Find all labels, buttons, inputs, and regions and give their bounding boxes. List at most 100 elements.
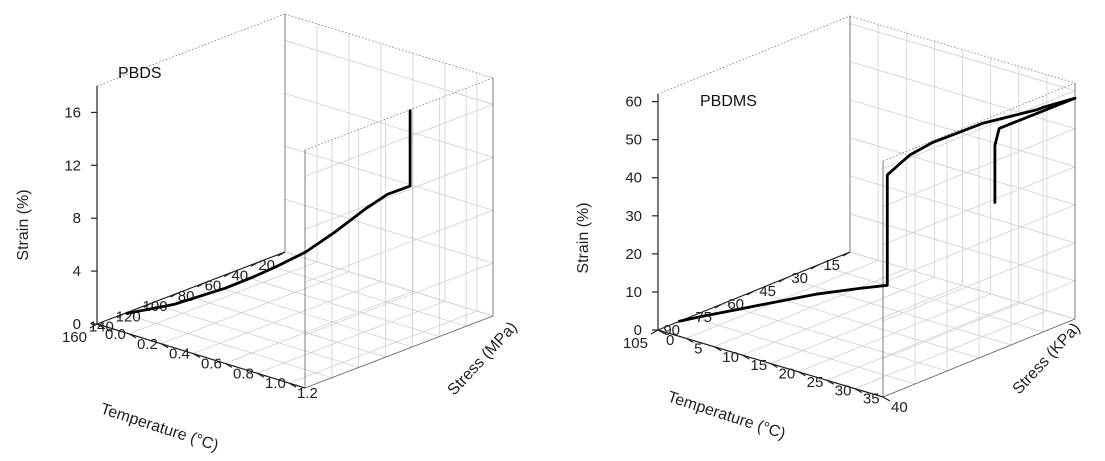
floor-gridline-y: [826, 301, 1019, 381]
wall-gridline-z: [284, 145, 494, 211]
wall-gridline-z: [849, 137, 1076, 206]
box-edge: [304, 315, 494, 389]
y-tick: [854, 388, 863, 394]
wall-gridline-z: [304, 104, 494, 177]
z-tick-label: 0: [73, 316, 81, 333]
x-tick-label: 140: [89, 319, 114, 336]
floor-gridline-y: [798, 293, 991, 373]
x-tick: [746, 290, 755, 296]
y-tick-label: 15: [750, 357, 767, 374]
floor-gridline-y: [256, 300, 446, 374]
y-tick: [224, 362, 233, 368]
x-tick: [89, 323, 98, 329]
y-tick: [128, 333, 137, 339]
x-tick: [197, 282, 205, 288]
y-tick: [685, 337, 694, 343]
x-tick: [223, 272, 232, 278]
z-tick-label: 4: [73, 263, 81, 280]
x-tick-label: 45: [759, 283, 776, 300]
z-tick-label: 0: [634, 322, 642, 339]
y-tick-label: 20: [779, 366, 796, 383]
box-top-edge: [284, 13, 494, 79]
y-tick-label: 0.6: [201, 356, 222, 373]
z-tick-label: 10: [625, 284, 642, 301]
wall-gridline-z: [284, 198, 494, 264]
wall-gridline-z: [882, 166, 1076, 246]
box-top-edge: [304, 77, 494, 151]
floor-gridline-x: [177, 292, 386, 358]
floor-gridline-x: [150, 303, 359, 368]
wall-gridline-z: [284, 40, 494, 105]
z-tick-label: 30: [625, 208, 642, 225]
box-top-edge: [882, 82, 1076, 162]
y-tick: [288, 382, 297, 388]
z-axis-label: Strain (%): [575, 202, 592, 273]
x-tick-label: 90: [663, 322, 680, 339]
y-tick-label: 1.0: [265, 375, 286, 392]
x-axis-label: Temperature (°C): [98, 401, 220, 455]
x-tick: [650, 329, 659, 335]
floor-gridline-y: [160, 271, 350, 345]
box-edge: [882, 318, 1076, 398]
wall-gridline-z: [849, 99, 1076, 168]
wall-gridline-z: [849, 23, 1076, 91]
floor-gridline-y: [224, 291, 414, 364]
z-tick-label: 20: [625, 246, 642, 263]
wall-gridline-z: [304, 209, 494, 283]
y-tick: [882, 396, 891, 402]
chart-annotation: PBDMS: [700, 93, 757, 110]
z-tick-label: 40: [625, 170, 642, 187]
chart-annotation: PBDS: [118, 65, 162, 82]
x-tick: [143, 302, 152, 308]
x-tick-label: 160: [62, 329, 87, 346]
y-tick-label: 30: [835, 382, 852, 399]
x-tick: [250, 261, 259, 267]
y-tick: [96, 323, 105, 329]
floor-gridline-y: [128, 261, 318, 335]
z-tick-label: 12: [64, 157, 81, 174]
floor-gridline-y: [742, 276, 935, 356]
box-top-edge: [657, 15, 851, 95]
x-tick: [277, 251, 286, 257]
x-tick: [170, 292, 178, 298]
y-tick: [256, 372, 265, 378]
floor-gridline-y: [854, 310, 1048, 389]
y-tick: [192, 353, 201, 359]
y-tick: [826, 379, 835, 385]
floor-gridline-x: [204, 282, 413, 348]
y-tick: [798, 371, 806, 377]
floor-gridline-y: [192, 281, 382, 354]
wall-gridline-z: [284, 92, 494, 158]
y-tick: [770, 362, 778, 369]
wall-gridline-z: [882, 128, 1076, 208]
y-tick-label: 1.2: [297, 385, 318, 402]
y-tick-label: 40: [891, 399, 908, 416]
wall-gridline-z: [849, 61, 1076, 130]
wall-gridline-z: [284, 251, 494, 317]
floor-gridline-x: [258, 261, 467, 327]
x-tick: [714, 303, 723, 309]
y-tick-label: 0.8: [233, 365, 254, 382]
y-tick-label: 5: [694, 340, 702, 357]
y-tick: [713, 346, 722, 352]
wall-gridline-z: [304, 262, 494, 336]
y-axis-label: Stress (MPa): [445, 319, 521, 399]
wall-gridline-z: [882, 204, 1076, 284]
z-tick-label: 16: [64, 104, 81, 121]
x-tick: [778, 277, 787, 283]
wall-gridline-z: [882, 280, 1076, 360]
x-tick-label: 75: [695, 309, 712, 326]
box-top-edge: [849, 15, 1076, 84]
z-tick-label: 60: [625, 94, 642, 111]
floor-gridline-y: [770, 285, 963, 364]
x-tick-label: 30: [791, 270, 808, 287]
x-tick-label: 105: [623, 335, 648, 352]
floor-gridline-y: [288, 310, 478, 384]
floor-gridline-x: [231, 272, 440, 337]
y-tick: [160, 343, 169, 349]
wall-gridline-z: [882, 242, 1076, 322]
series-line: [125, 109, 412, 315]
y-axis-line: [96, 323, 306, 389]
